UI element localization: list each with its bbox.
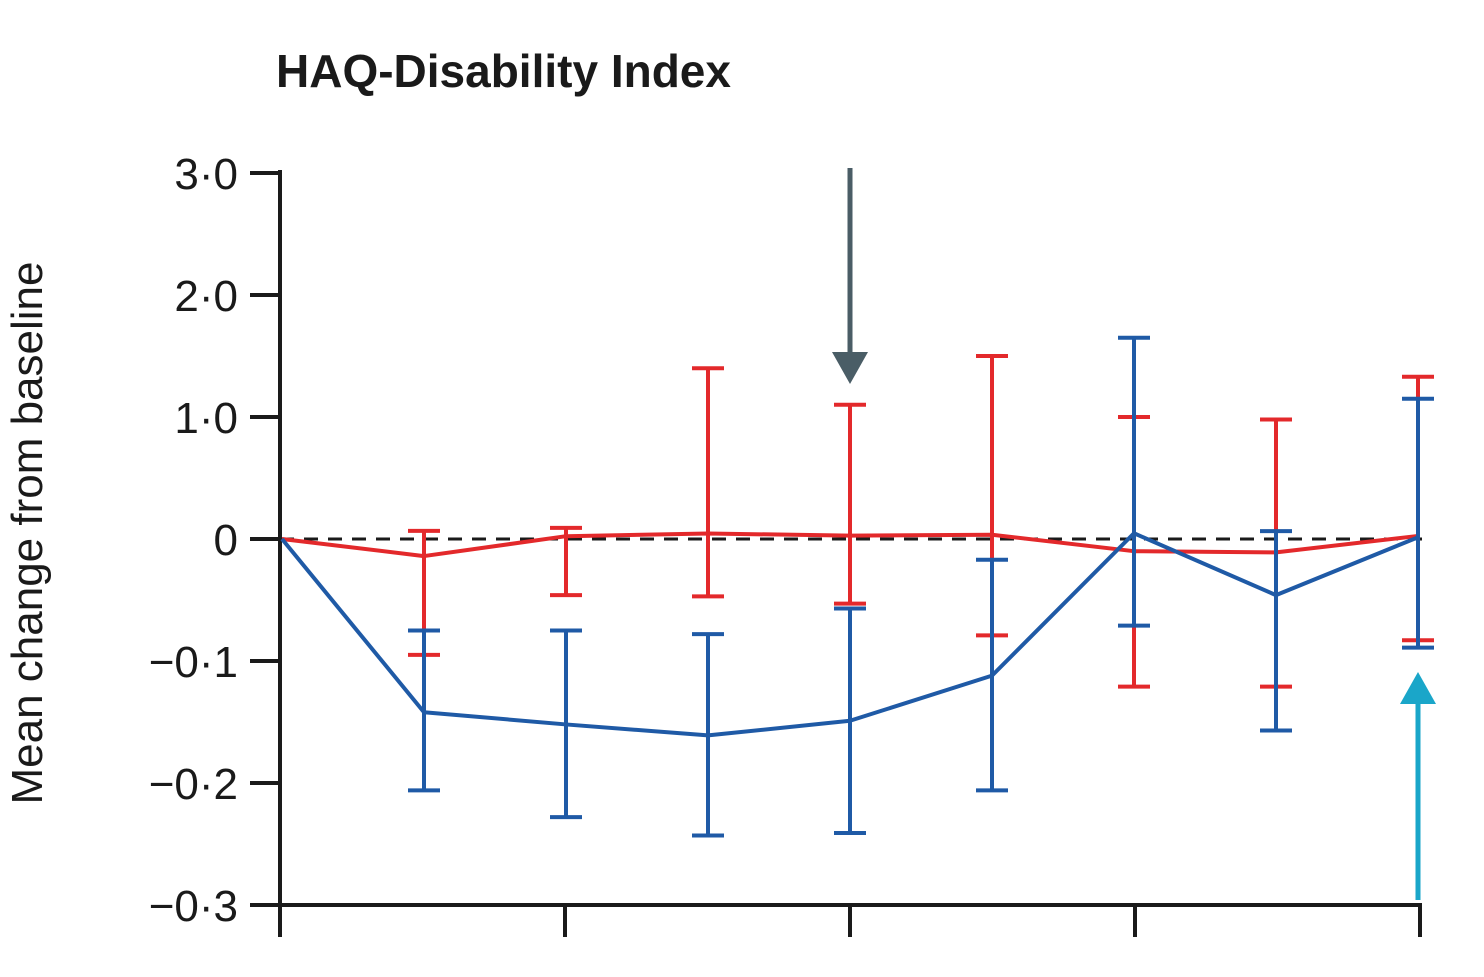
y-tick-label: 2·0: [174, 272, 238, 321]
y-axis-label: Mean change from baseline: [3, 262, 52, 805]
y-axis-label-group: Mean change from baseline: [3, 262, 52, 805]
annotation-layer: [832, 168, 1436, 900]
series-1: [280, 335, 1434, 838]
series-line: [280, 531, 1419, 738]
chart-title: HAQ-Disability Index: [276, 45, 731, 97]
arrow-down-icon: [832, 352, 868, 384]
arrow-up-icon: [1400, 672, 1436, 704]
y-tick-label: 3·0: [174, 150, 238, 199]
series-layer: [280, 335, 1434, 838]
y-tick-label: −0·1: [149, 638, 238, 687]
y-tick-label: −0·3: [149, 882, 238, 931]
y-ticks: 3·0 2·0 1·0 0 −0·1 −0·2 −0·3: [149, 150, 280, 931]
series-line: [281, 531, 1419, 559]
series-0: [281, 354, 1434, 689]
y-tick-label: 1·0: [174, 394, 238, 443]
y-tick-label: −0·2: [149, 760, 238, 809]
y-tick-label: 0: [214, 516, 238, 565]
